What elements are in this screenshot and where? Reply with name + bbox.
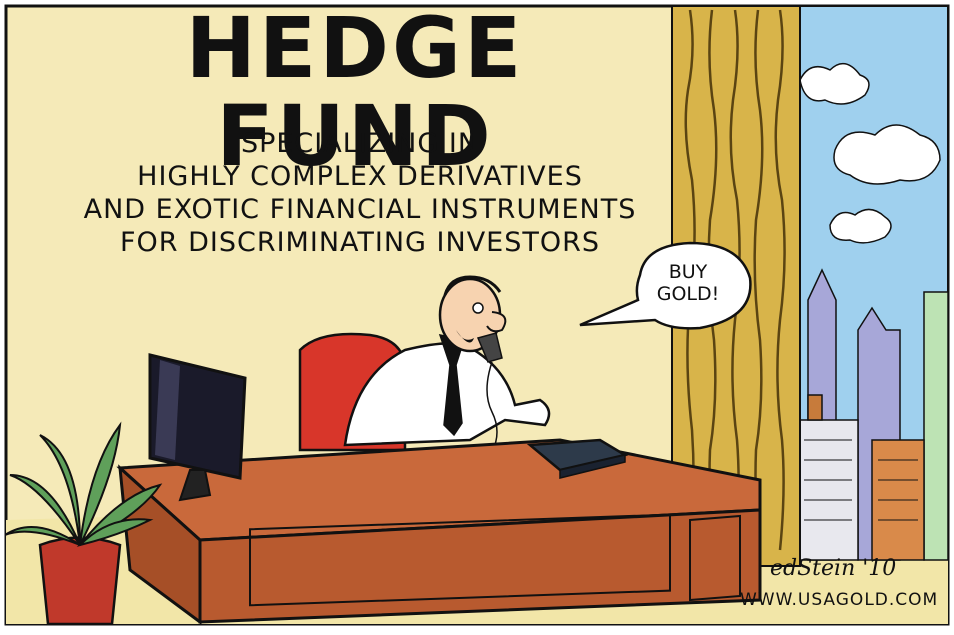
cartoon-title: HEDGE FUND	[185, 0, 525, 186]
speech-bubble-text: BUY GOLD!	[640, 261, 736, 306]
website-url: WWW.USAGOLD.COM	[740, 590, 939, 610]
cloud	[829, 208, 892, 244]
cloud	[799, 62, 870, 105]
cloud	[833, 124, 941, 185]
phone-icon	[526, 438, 629, 479]
subtitle-line: AND EXOTIC FINANCIAL INSTRUMENTS	[83, 193, 637, 225]
plant-icon	[4, 421, 163, 626]
speech-bubble	[579, 241, 752, 330]
businessman	[343, 275, 551, 453]
city-skyline	[797, 268, 949, 561]
monitor-icon	[148, 353, 247, 502]
speech-line: BUY	[668, 261, 708, 283]
subtitle-line: SPECIALIZING IN	[240, 128, 480, 159]
speech-line: GOLD!	[656, 282, 720, 305]
cartoon-subtitle: SPECIALIZING IN HIGHLY COMPLEX DERIVATIV…	[70, 128, 650, 260]
artist-signature: edStein '10	[770, 556, 897, 581]
subtitle-line: HIGHLY COMPLEX DERIVATIVES	[137, 160, 583, 192]
subtitle-line: FOR DISCRIMINATING INVESTORS	[119, 226, 601, 258]
